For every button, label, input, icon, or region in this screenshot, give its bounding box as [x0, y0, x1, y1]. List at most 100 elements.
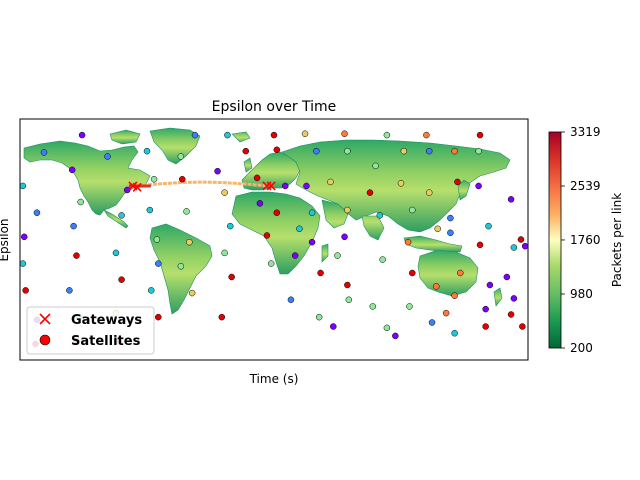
- satellite-point: [341, 233, 348, 241]
- satellite-point: [482, 323, 489, 330]
- satellite-point: [68, 166, 76, 174]
- gateway-marker: [266, 181, 276, 191]
- satellite-point: [77, 198, 84, 206]
- satellite-point: [344, 206, 351, 214]
- satellite-point: [409, 269, 416, 277]
- satellite-point: [447, 214, 454, 222]
- satellite-point: [308, 209, 316, 216]
- satellite-point: [442, 309, 450, 317]
- satellite-point: [517, 236, 525, 243]
- satellite-point: [451, 147, 458, 155]
- satellite-point: [454, 178, 461, 186]
- satellite-point: [376, 212, 384, 219]
- legend: Gateways Satellites: [26, 306, 155, 355]
- satellite-point: [392, 332, 399, 340]
- satellite-point: [296, 225, 303, 233]
- satellite-point: [153, 236, 161, 243]
- satellite-point: [188, 289, 196, 297]
- satellite-point: [177, 153, 185, 160]
- satellite-point: [218, 313, 226, 321]
- satellite-point: [66, 287, 73, 294]
- satellite-point: [475, 147, 482, 155]
- legend-marker-gateways-icon: [39, 313, 51, 325]
- satellite-point: [20, 233, 28, 241]
- satellite-point: [221, 249, 228, 257]
- land-asia: [281, 139, 511, 233]
- land-africa: [231, 191, 321, 275]
- satellite-point: [112, 249, 120, 257]
- satellite-point: [330, 323, 337, 330]
- satellite-point: [476, 131, 484, 139]
- satellite-point: [227, 222, 234, 230]
- colorbar-gradient: [548, 131, 562, 349]
- land-central-america: [103, 209, 129, 229]
- satellite-point: [242, 147, 250, 155]
- satellite-point: [291, 252, 299, 259]
- satellite-point: [428, 319, 436, 326]
- colorbar-tick-label: 1760: [570, 233, 601, 247]
- satellite-point: [451, 329, 458, 337]
- satellite-point: [366, 189, 374, 196]
- satellite-point: [224, 131, 231, 139]
- satellite-point: [379, 256, 386, 263]
- satellite-point: [301, 130, 309, 137]
- legend-label-satellites: Satellites: [71, 334, 141, 349]
- land-australia: [417, 249, 479, 297]
- satellite-point: [313, 147, 320, 155]
- satellite-point: [146, 206, 154, 214]
- y-axis-label: Epsilon: [0, 218, 11, 261]
- satellite-point: [507, 196, 515, 203]
- colorbar-label: Packets per link: [610, 193, 624, 287]
- satellite-point: [457, 269, 464, 277]
- satellite-point: [191, 131, 199, 139]
- satellite-point: [308, 238, 316, 246]
- satellite-point: [519, 323, 526, 330]
- satellites-layer: [20, 130, 528, 348]
- satellite-point: [434, 225, 441, 233]
- colorbar: 200 980 1760 2539 3319 Packets per link: [548, 125, 624, 355]
- colorbar-tick-label: 980: [570, 287, 593, 301]
- satellite-point: [118, 276, 125, 283]
- satellite-point: [345, 296, 353, 303]
- satellite-point: [425, 147, 433, 155]
- satellite-point: [221, 189, 228, 196]
- land-uk: [243, 157, 253, 173]
- satellite-point: [344, 281, 351, 289]
- colorbar-tick-label: 3319: [570, 125, 601, 139]
- land-japan: [457, 179, 471, 201]
- satellite-point: [327, 178, 334, 186]
- land-greenland: [149, 127, 201, 165]
- satellite-point: [372, 162, 379, 170]
- satellite-point: [214, 167, 221, 175]
- satellite-point: [256, 200, 264, 207]
- satellite-point: [118, 212, 125, 219]
- chart-title: Epsilon over Time: [212, 99, 337, 115]
- satellite-point: [33, 209, 41, 216]
- land-madagascar: [321, 243, 329, 263]
- satellite-point: [147, 287, 155, 294]
- legend-box: [26, 306, 155, 355]
- gateways-layer: [128, 181, 276, 192]
- satellite-point: [40, 149, 48, 156]
- satellite-point: [73, 252, 80, 259]
- satellite-point: [383, 131, 391, 139]
- satellite-point: [273, 146, 281, 154]
- satellite-point: [186, 238, 193, 246]
- satellite-point: [273, 209, 281, 216]
- satellite-point: [143, 147, 151, 155]
- satellite-point: [476, 241, 484, 249]
- satellite-point: [228, 273, 235, 281]
- satellite-point: [451, 292, 458, 299]
- satellite-point: [521, 242, 528, 250]
- satellite-point: [123, 186, 131, 194]
- satellite-point: [150, 176, 158, 183]
- satellite-point: [315, 313, 323, 321]
- satellite-point: [475, 182, 482, 190]
- satellite-point: [425, 189, 433, 196]
- satellite-point: [282, 182, 289, 190]
- colorbar-tick-label: 200: [570, 341, 593, 355]
- satellite-point: [397, 180, 405, 187]
- satellite-point: [263, 232, 271, 239]
- satellite-point: [423, 131, 430, 139]
